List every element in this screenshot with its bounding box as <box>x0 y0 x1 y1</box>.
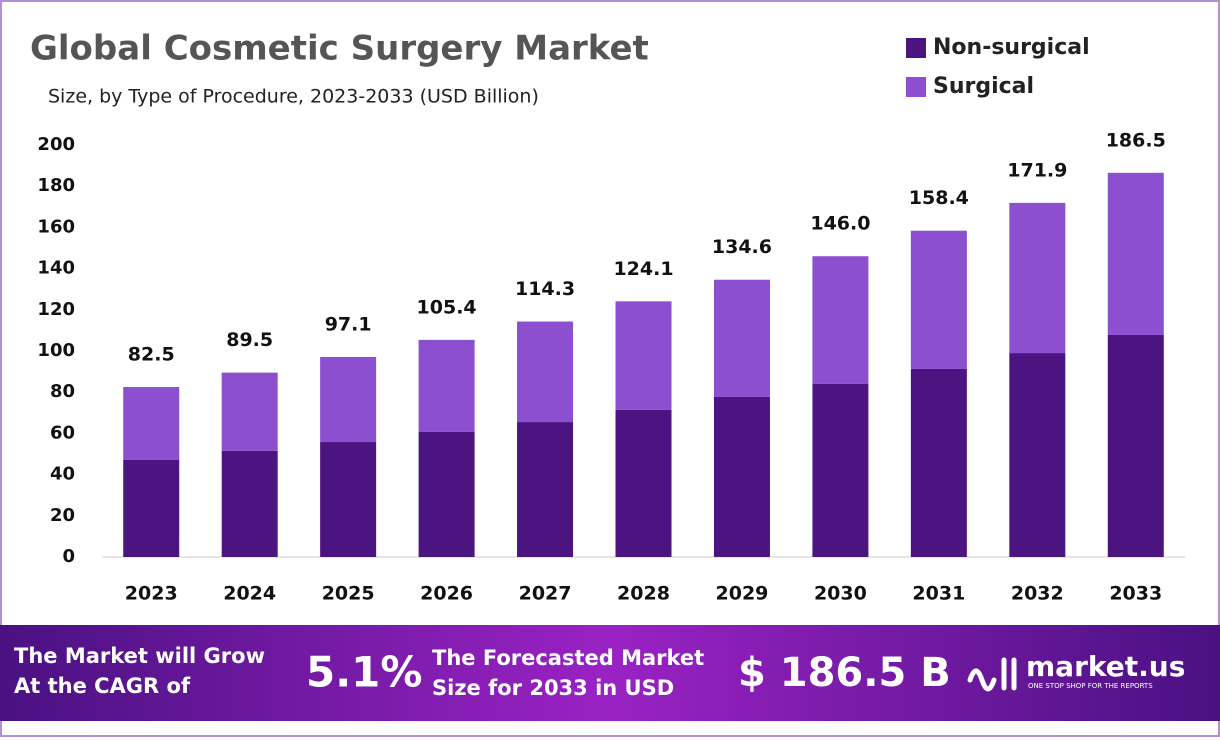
brand-logo <box>967 657 1017 692</box>
total-label: 134.6 <box>712 236 772 258</box>
y-tick-label: 160 <box>37 216 75 237</box>
legend-label: Surgical <box>933 74 1034 99</box>
bar-segment <box>812 256 869 384</box>
footer-band <box>0 625 1220 721</box>
y-tick-label: 100 <box>37 340 75 361</box>
total-label: 114.3 <box>515 278 575 300</box>
bar-segment <box>910 368 967 557</box>
footer-value: 5.1% <box>306 648 422 697</box>
y-tick-label: 200 <box>37 134 75 155</box>
bar-segment <box>1107 334 1164 557</box>
y-tick-label: 0 <box>62 546 75 567</box>
bar-segment <box>320 442 377 557</box>
bar-segment <box>418 431 475 557</box>
y-tick-label: 40 <box>50 464 75 485</box>
x-tick-label: 2025 <box>322 583 375 605</box>
y-tick-label: 60 <box>50 422 75 443</box>
footer-value: $ 186.5 B <box>738 650 951 696</box>
footer-text: The Forecasted Market <box>432 646 704 670</box>
bar-segment <box>221 372 278 451</box>
bar-segment <box>713 279 770 397</box>
bar-segment <box>123 459 180 557</box>
y-tick-label: 120 <box>37 299 75 320</box>
bar-segment <box>418 339 475 432</box>
x-tick-label: 2027 <box>519 583 572 605</box>
x-tick-label: 2023 <box>125 583 178 605</box>
bar-segment <box>517 321 574 423</box>
chart-subtitle: Size, by Type of Procedure, 2023-2033 (U… <box>48 86 539 108</box>
y-tick-label: 80 <box>50 381 75 402</box>
bar-segment <box>1009 353 1066 557</box>
total-label: 124.1 <box>613 258 673 280</box>
bar-segment <box>1009 202 1066 354</box>
bar-segment <box>812 383 869 557</box>
total-label: 146.0 <box>810 213 870 235</box>
footer-text: At the CAGR of <box>14 674 191 698</box>
x-tick-label: 2028 <box>617 583 670 605</box>
footer-text: Size for 2033 in USD <box>432 676 674 700</box>
total-label: 171.9 <box>1007 159 1067 181</box>
total-label: 82.5 <box>128 344 175 366</box>
legend-label: Non-surgical <box>933 35 1090 60</box>
footer-text: The Market will Grow <box>14 644 265 668</box>
total-label: 97.1 <box>325 313 372 335</box>
bar-segment <box>910 230 967 369</box>
bar-segment <box>123 387 180 460</box>
legend-swatch <box>906 38 926 58</box>
bar-segment <box>1107 172 1164 335</box>
x-tick-label: 2030 <box>814 583 867 605</box>
x-tick-label: 2032 <box>1011 583 1064 605</box>
y-tick-label: 180 <box>37 175 75 196</box>
brand-tagline: ONE STOP SHOP FOR THE REPORTS <box>1028 682 1153 690</box>
bar-segment <box>615 409 672 557</box>
y-tick-label: 20 <box>50 505 75 526</box>
x-tick-label: 2026 <box>420 583 473 605</box>
y-tick-label: 140 <box>37 258 75 279</box>
legend-swatch <box>906 77 926 97</box>
bar-segment <box>713 396 770 557</box>
total-label: 105.4 <box>417 296 477 318</box>
legend: Non-surgical Surgical <box>906 35 1090 99</box>
bar-segment <box>221 450 278 557</box>
total-label: 89.5 <box>226 329 273 351</box>
brand: market.us <box>1026 650 1185 683</box>
bar-segment <box>320 356 377 443</box>
bar-segment <box>615 301 672 410</box>
bar-segment <box>517 422 574 557</box>
total-label: 158.4 <box>909 187 969 209</box>
chart-title: Global Cosmetic Surgery Market <box>30 29 649 69</box>
x-tick-label: 2033 <box>1109 583 1162 605</box>
total-label: 186.5 <box>1106 129 1166 151</box>
x-tick-label: 2029 <box>716 583 769 605</box>
x-tick-label: 2031 <box>912 583 965 605</box>
x-tick-label: 2024 <box>223 583 276 605</box>
